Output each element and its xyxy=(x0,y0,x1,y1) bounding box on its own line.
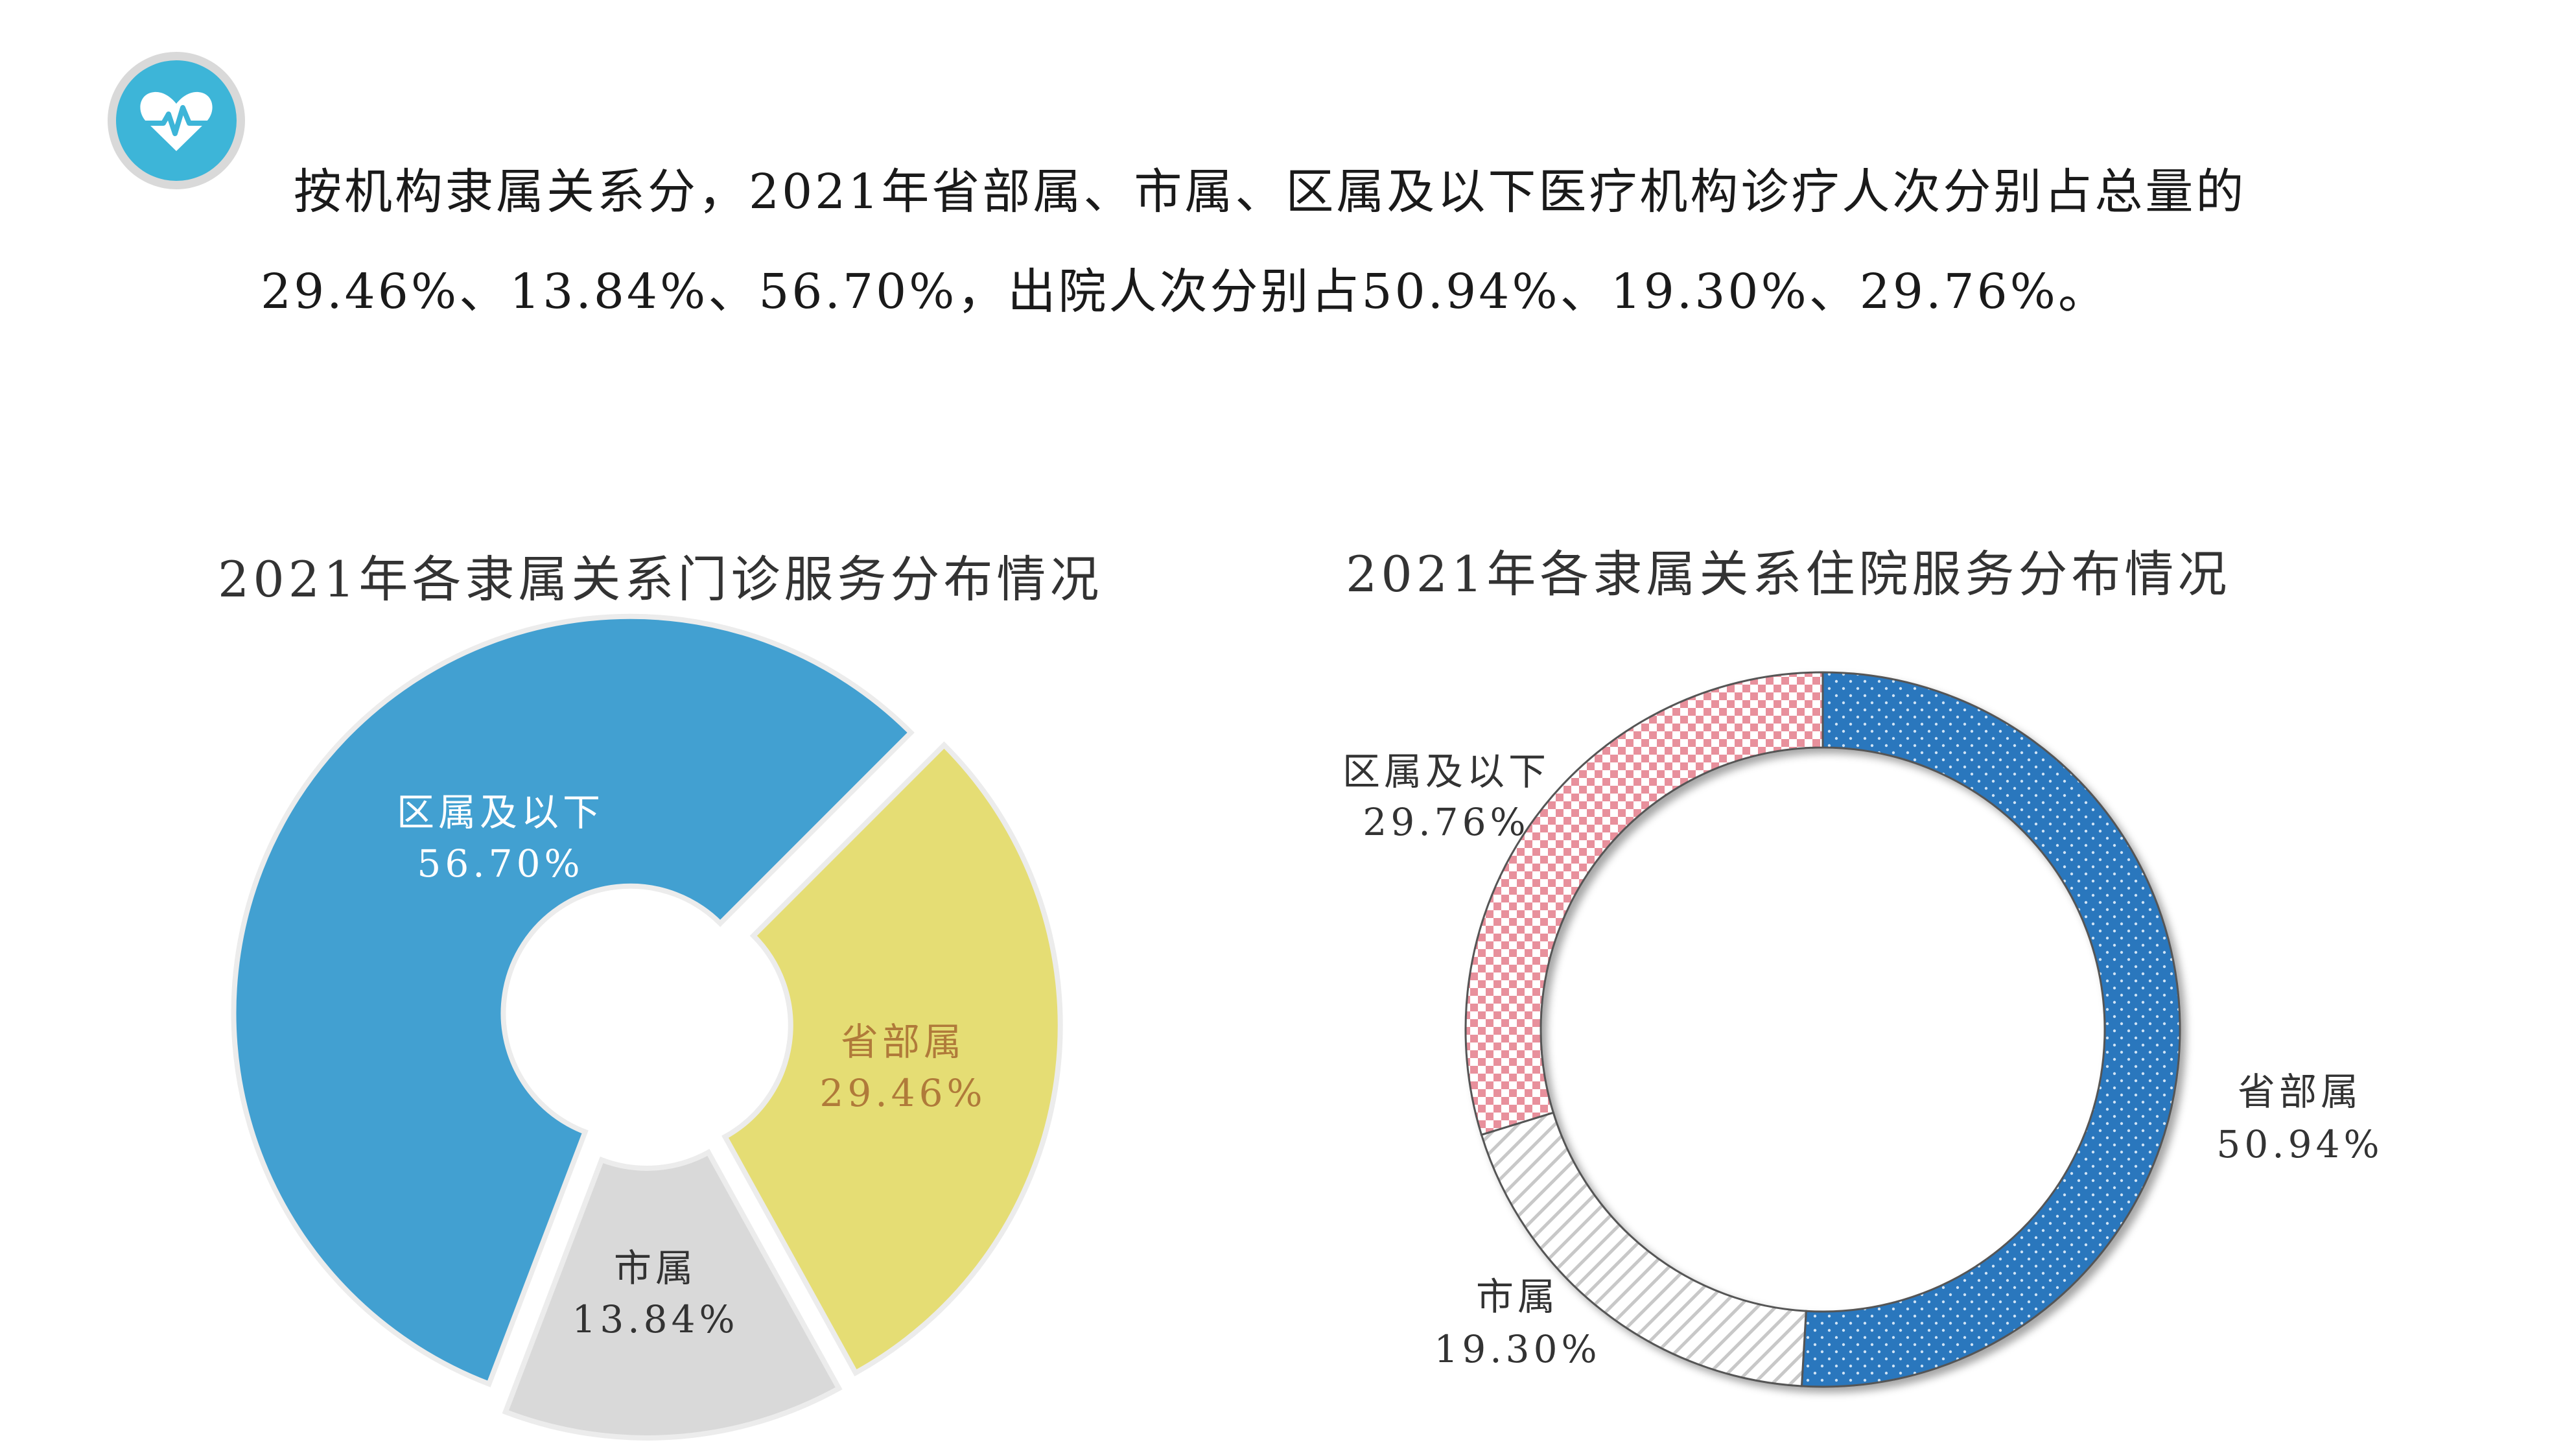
slice-district xyxy=(231,613,915,1387)
slice-label-district: 区属及以下 xyxy=(397,790,604,834)
slice-label-provincial: 省部属 xyxy=(841,1020,965,1064)
outpatient-donut-chart xyxy=(231,613,1063,1441)
slice-label-provincial: 省部属 xyxy=(2238,1070,2362,1114)
inpatient-labels: 区属及以下 29.76% 市属 19.30% 省部属 50.94% xyxy=(1342,749,2383,1371)
slice-label-municipal: 市属 xyxy=(1476,1275,1559,1319)
slice-value-municipal: 19.30% xyxy=(1434,1327,1600,1371)
outpatient-labels: 区属及以下 56.70% 省部属 29.46% 市属 13.84% xyxy=(397,790,986,1341)
slice-value-district: 56.70% xyxy=(417,842,583,886)
outpatient-chart-title: 2021年各隶属关系门诊服务分布情况 xyxy=(218,550,1103,608)
slice-district xyxy=(1464,671,1824,1137)
slice-label-municipal: 市属 xyxy=(614,1246,697,1290)
slice-label-district: 区属及以下 xyxy=(1342,749,1550,794)
summary-line-1: 按机构隶属关系分，2021年省部属、市属、区属及以下医疗机构诊疗人次分别占总量的 xyxy=(294,164,2247,220)
slice-municipal xyxy=(502,1149,843,1441)
slice-provincial xyxy=(721,741,1063,1376)
inpatient-chart-title: 2021年各隶属关系住院服务分布情况 xyxy=(1346,545,2231,603)
inpatient-donut-chart xyxy=(1464,671,2181,1388)
slice-value-provincial: 29.46% xyxy=(819,1071,986,1115)
slice-value-provincial: 50.94% xyxy=(2216,1122,2383,1166)
summary-line-2: 29.46%、13.84%、56.70%，出院人次分别占50.94%、19.30… xyxy=(261,264,2109,320)
slice-value-municipal: 13.84% xyxy=(572,1297,738,1341)
slice-provincial xyxy=(1800,671,2181,1388)
heart-pulse-icon xyxy=(108,52,245,189)
slice-value-district: 29.76% xyxy=(1363,800,1529,844)
